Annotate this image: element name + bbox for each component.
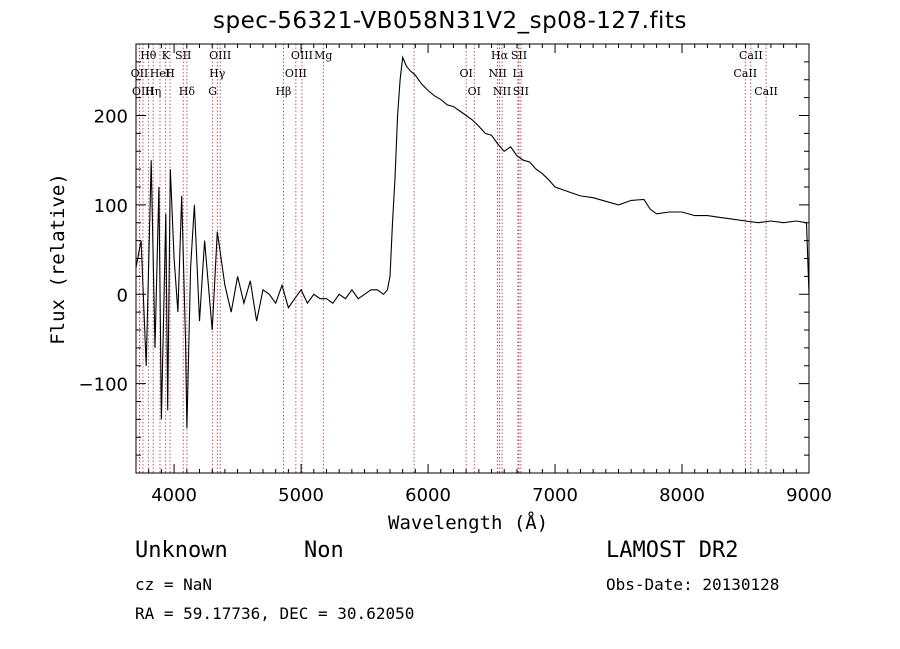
- x-tick-label: 5000: [278, 485, 324, 506]
- spectral-line-label: Hη: [145, 85, 161, 98]
- spectral-line-label: Hγ: [209, 67, 226, 80]
- y-axis-label: Flux (relative): [46, 173, 69, 345]
- spectral-line-label: NII: [488, 67, 506, 80]
- spectral-line-label: Hβ: [275, 85, 291, 98]
- chart-title: spec-56321-VB058N31V2_sp08-127.fits: [213, 8, 687, 34]
- x-tick-label: 8000: [659, 485, 705, 506]
- spectral-line-label: Hθ: [140, 49, 157, 62]
- spectral-line-label: HeI: [150, 67, 170, 80]
- spectral-line-label: OI: [468, 85, 481, 98]
- obs-date-text: Obs-Date: 20130128: [606, 575, 780, 594]
- spectrum-series: [135, 55, 810, 429]
- spectral-line-label: SII: [513, 85, 529, 98]
- plot-frame: [135, 43, 810, 474]
- spectral-line-label: K: [162, 49, 171, 62]
- x-axis-label: Wavelength (Å): [388, 512, 549, 534]
- x-tick-label: 9000: [786, 485, 832, 506]
- spectral-line-label: OIII: [132, 85, 154, 98]
- cz-text: cz = NaN: [135, 575, 213, 594]
- spectral-line-label: OIII: [209, 49, 231, 62]
- survey-label: LAMOST DR2: [606, 538, 739, 563]
- spectral-line-label: CaII: [754, 85, 778, 98]
- spectral-line-label: CaII: [739, 49, 763, 62]
- spectral-line-label: G: [208, 85, 217, 98]
- spectral-line-label: NII: [493, 85, 511, 98]
- spectral-line-label: SII: [511, 49, 527, 62]
- x-tick-label: 4000: [151, 485, 197, 506]
- line-labels: HθOIIOIIIKHeIHηSIIHHδOIIIHγGOIIIOIIIHβMg…: [131, 49, 778, 98]
- spectral-line-label: OII: [131, 67, 149, 80]
- spectral-line-label: CaII: [733, 67, 757, 80]
- coords-text: RA = 59.17736, DEC = 30.62050: [135, 604, 415, 623]
- x-tick-label: 7000: [532, 485, 578, 506]
- spectral-line-label: OIII: [285, 67, 307, 80]
- spectral-line-label: Hδ: [179, 85, 196, 98]
- x-tick-label: 6000: [405, 485, 451, 506]
- y-tick-label: −100: [79, 375, 128, 396]
- spectral-line-label: H: [165, 67, 175, 80]
- y-tick-label: 200: [94, 107, 128, 128]
- spectral-line-label: Hα: [491, 49, 509, 62]
- spectral-line-label: OI: [459, 67, 472, 80]
- spectral-line-markers: [139, 44, 767, 473]
- spectral-line-label: Mg: [314, 49, 332, 62]
- spectral-line-label: OIII: [291, 49, 313, 62]
- y-tick-label: 100: [94, 196, 128, 217]
- subclass-label: Non: [304, 538, 344, 563]
- spectral-line-label: SII: [175, 49, 191, 62]
- class-label: Unknown: [135, 538, 228, 563]
- spectrum-line: [135, 55, 810, 429]
- spectral-line-label: Li: [513, 67, 524, 80]
- y-tick-label: 0: [117, 285, 128, 306]
- axis-ticks: 4000 5000 6000 7000 8000 9000 −100 0 100 200: [79, 44, 832, 506]
